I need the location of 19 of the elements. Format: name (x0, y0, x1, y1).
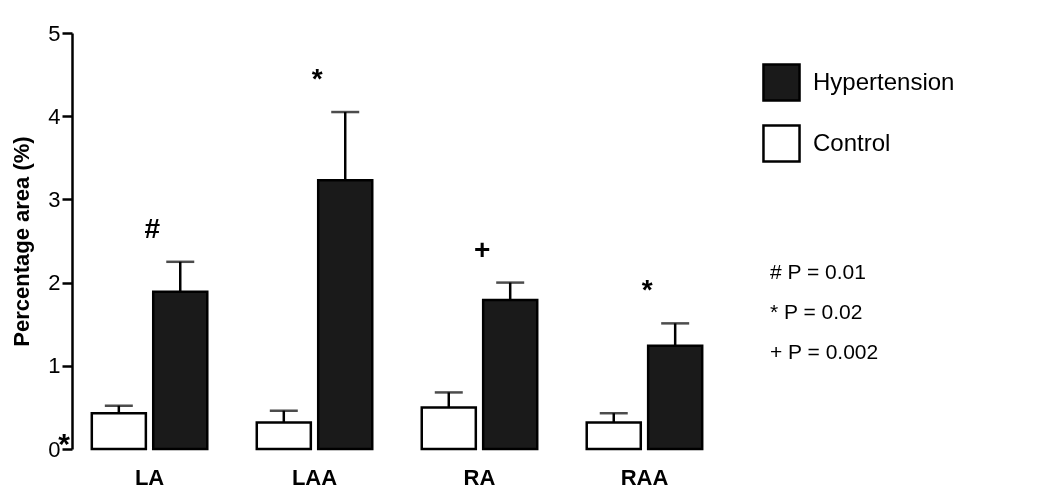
y-tick-label: 4 (48, 103, 61, 129)
y-axis-title: Percentage area (%) (9, 136, 35, 347)
text: * P = 0.02 (770, 300, 863, 323)
y-tick-label: 3 (48, 186, 61, 212)
annotation: * (311, 63, 323, 95)
legend-label: Control (813, 128, 891, 156)
text: # P = 0.01 (770, 260, 866, 283)
legend-label: Hypertension (813, 67, 955, 95)
annotation: # (144, 212, 161, 244)
annotation: * (641, 274, 653, 306)
y-tick-label: 5 (48, 20, 61, 46)
annotation: + (474, 233, 491, 265)
x-tick-label: LAA (291, 464, 338, 490)
y-tick-label: 1 (48, 353, 61, 379)
x-tick-label: RA (463, 464, 496, 490)
x-tick-label: LA (134, 464, 165, 490)
x-tick-label: RAA (620, 464, 669, 490)
text: + P = 0.002 (770, 340, 879, 363)
y-tick-label: 2 (48, 270, 61, 296)
